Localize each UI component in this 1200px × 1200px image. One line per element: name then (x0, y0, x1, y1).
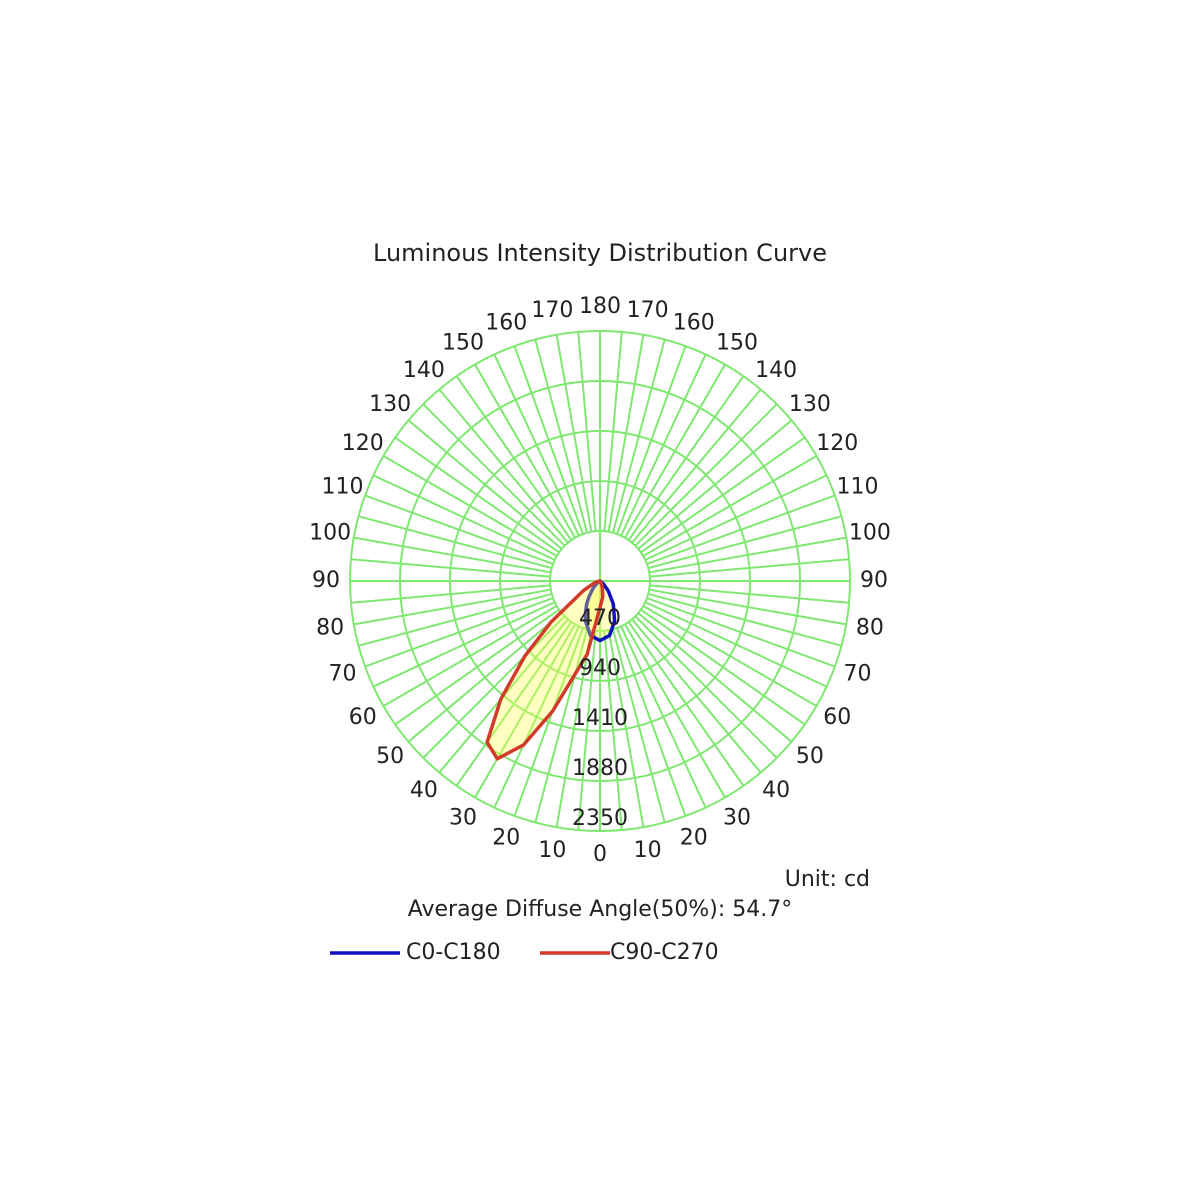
r-tick-label: 1410 (572, 706, 628, 731)
angle-tick-label: 90 (860, 568, 888, 593)
r-tick-label: 1880 (572, 756, 628, 781)
angle-tick-label: 120 (342, 431, 384, 456)
angle-tick-label: 150 (442, 331, 484, 356)
angle-tick-label: 140 (403, 358, 445, 383)
r-tick-label: 470 (579, 606, 621, 631)
angle-tick-label: 110 (322, 474, 364, 499)
angle-tick-label: 60 (823, 705, 851, 730)
angle-tick-label: 40 (762, 778, 790, 803)
angle-tick-label: 10 (634, 838, 662, 863)
angle-tick-label: 30 (449, 805, 477, 830)
angle-tick-label: 180 (579, 294, 621, 319)
note: Average Diffuse Angle(50%): 54.7° (408, 897, 793, 922)
angle-tick-label: 100 (849, 520, 891, 545)
ring (499, 480, 701, 682)
angle-tick-label: 70 (329, 662, 357, 687)
angle-tick-label: 110 (836, 474, 878, 499)
angle-tick-label: 140 (755, 358, 797, 383)
angle-tick-label: 170 (531, 298, 573, 323)
angle-tick-label: 10 (538, 838, 566, 863)
ring (349, 330, 851, 832)
angle-tick-label: 90 (312, 568, 340, 593)
angle-tick-label: 100 (309, 520, 351, 545)
intensity-curve (485, 579, 605, 761)
angle-tick-label: 130 (369, 392, 411, 417)
angle-tick-label: 80 (316, 616, 344, 641)
r-tick-label: 940 (579, 656, 621, 681)
angle-tick-label: 120 (816, 431, 858, 456)
angle-tick-label: 130 (789, 392, 831, 417)
angle-tick-label: 80 (856, 616, 884, 641)
ring (449, 430, 751, 732)
angle-tick-label: 30 (723, 805, 751, 830)
grid (349, 330, 851, 832)
curves (485, 579, 617, 761)
angle-tick-label: 0 (593, 842, 607, 867)
angle-tick-label: 60 (349, 705, 377, 730)
ring (549, 530, 651, 632)
ring (399, 380, 801, 782)
angle-tick-label: 50 (376, 744, 404, 769)
angle-tick-label: 20 (492, 825, 520, 850)
angle-tick-label: 160 (673, 311, 715, 336)
angle-tick-label: 150 (716, 331, 758, 356)
legend-label: C90-C270 (610, 940, 719, 965)
angle-tick-label: 70 (843, 662, 871, 687)
angle-tick-label: 160 (485, 311, 527, 336)
angle-tick-label: 20 (680, 825, 708, 850)
angle-tick-label: 50 (796, 744, 824, 769)
r-tick-label: 2350 (572, 806, 628, 831)
angle-tick-label: 170 (627, 298, 669, 323)
legend-label: C0-C180 (406, 940, 501, 965)
chart-title: Luminous Intensity Distribution Curve (373, 239, 827, 267)
angle-tick-label: 40 (410, 778, 438, 803)
unit-label: Unit: cd (785, 867, 870, 892)
